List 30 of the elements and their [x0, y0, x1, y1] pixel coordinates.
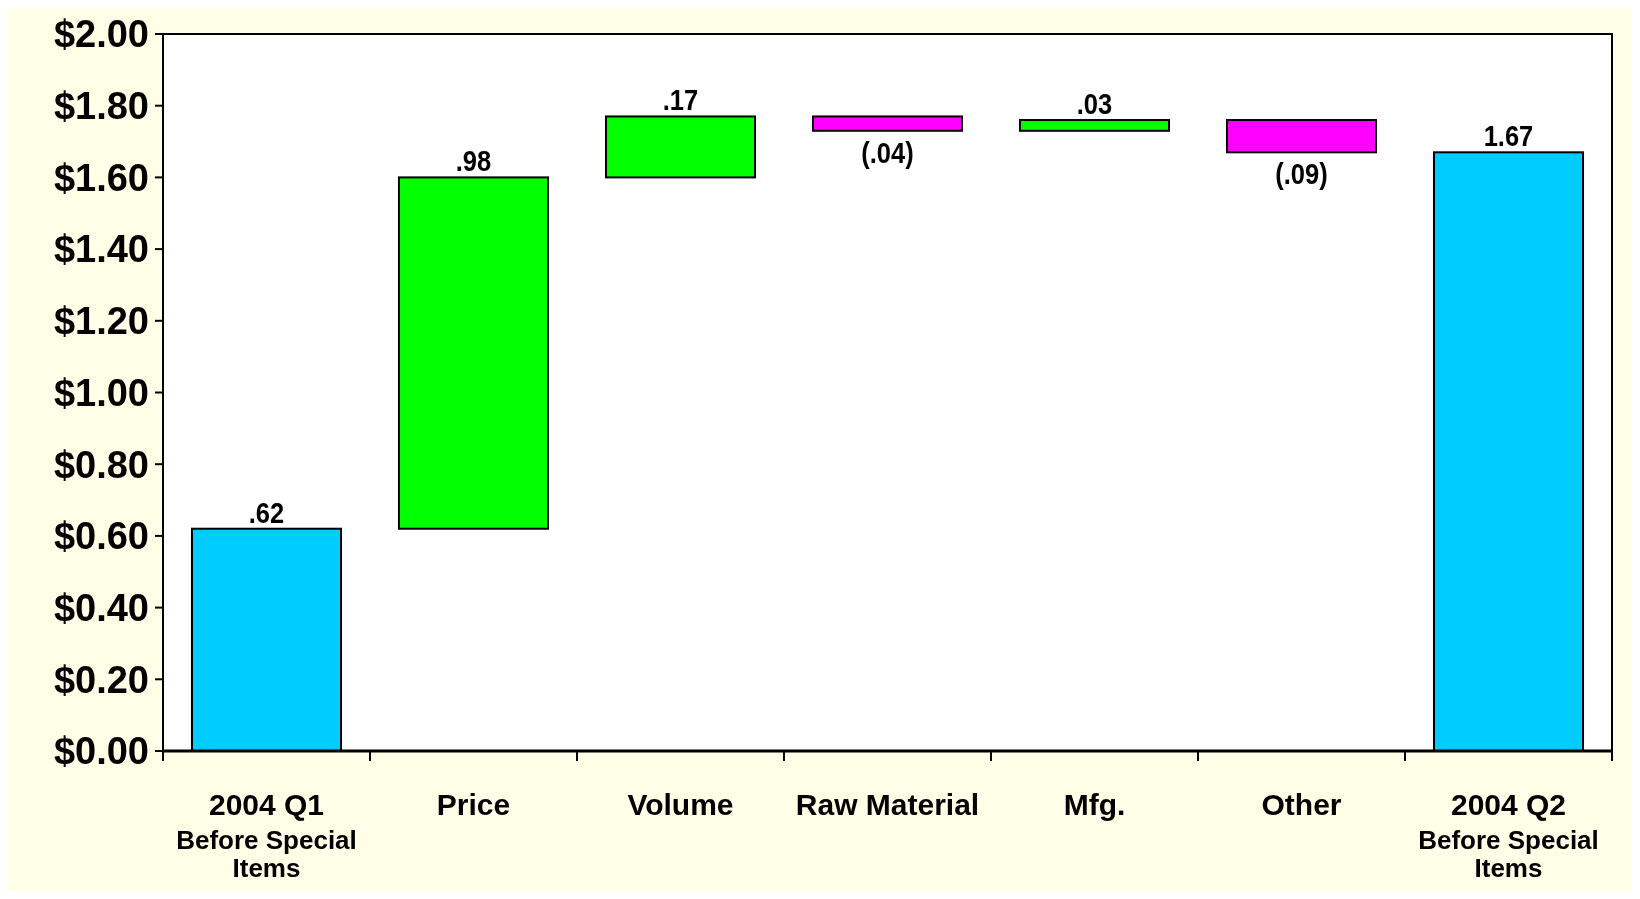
y-tick-label: $1.60 — [53, 156, 149, 199]
y-tick-label: $1.20 — [53, 300, 149, 343]
y-tick-label: $1.00 — [53, 371, 149, 414]
data-label: .17 — [662, 83, 699, 117]
y-tick-label: $0.00 — [53, 730, 149, 773]
data-label: (.04) — [861, 135, 914, 170]
data-label: .03 — [1076, 87, 1113, 121]
data-label: .98 — [455, 144, 492, 178]
x-tick-label: Volume — [627, 788, 734, 821]
bar — [811, 115, 964, 132]
bar — [1225, 119, 1378, 154]
y-tick-label: $0.20 — [53, 658, 149, 701]
x-tick-label: Raw Material — [795, 788, 980, 821]
y-tick-label: $1.40 — [53, 228, 149, 271]
data-label: (.09) — [1275, 157, 1328, 191]
y-tick-label: $0.40 — [53, 586, 149, 629]
x-tick-label: Other — [1261, 788, 1342, 821]
bar — [1018, 119, 1171, 132]
y-tick-label: $0.60 — [53, 515, 149, 558]
data-label: .62 — [248, 495, 285, 530]
y-tick-label: $2.00 — [53, 13, 149, 56]
x-tick-label: Price — [436, 788, 511, 821]
bar — [604, 115, 757, 179]
y-tick-label: $0.80 — [53, 443, 149, 486]
x-tick-label: 2004 Q1 Before Special Items — [176, 788, 357, 883]
x-tick-label: 2004 Q2 Before Special Items — [1418, 788, 1599, 883]
data-label: 1.67 — [1483, 119, 1534, 153]
x-tick-label: Mfg. — [1063, 788, 1126, 821]
bar — [397, 176, 550, 530]
y-tick-label: $1.80 — [53, 85, 149, 127]
